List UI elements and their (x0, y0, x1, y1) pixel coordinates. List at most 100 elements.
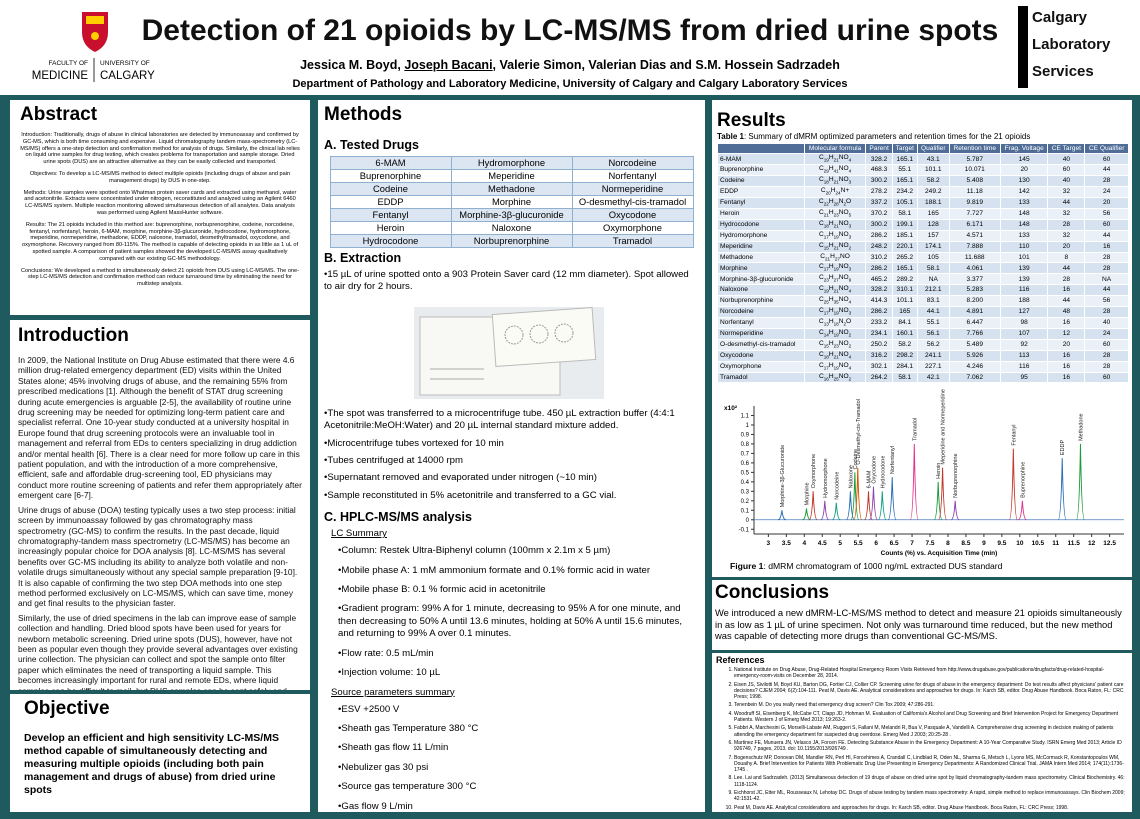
conclusions-panel: Conclusions We introduced a new dMRM-LC-… (712, 580, 1132, 650)
table-cell: 56 (1084, 295, 1129, 308)
peak (1018, 500, 1027, 521)
table-row: Methadone C21H27NO 310.2 265.2 105 11.688 101 8… (717, 251, 1129, 264)
table-cell: 48 (1047, 306, 1086, 318)
caption-label: Figure 1 (730, 561, 764, 571)
table-cell: C15H21NO2 (803, 240, 867, 253)
table-cell: C20H24N+ (803, 186, 867, 199)
table-row: Codeine Methadone Normeperidine (329, 182, 694, 196)
table-cell: 56 (1084, 207, 1129, 220)
table-cell: 8 (1047, 251, 1086, 264)
table-cell: 220.1 (891, 240, 918, 253)
peak-label: Norfentanyl (890, 446, 896, 474)
list-item: Source gas temperature 300 °C (324, 781, 699, 793)
column-header: Retention time (948, 142, 1001, 155)
table-cell: 58.1 (916, 262, 950, 275)
table-cell: 165 (891, 306, 918, 318)
table-cell: NA (1084, 273, 1129, 286)
department: Department of Pathology and Laboratory M… (292, 78, 848, 90)
peak (853, 467, 863, 521)
x-tick-label: 9.5 (997, 540, 1006, 547)
y-tick-label: 1 (746, 423, 750, 429)
section-title: Methods (324, 104, 403, 125)
caption-label: Table 1 (717, 132, 744, 141)
table-cell: C19H21NO4 (803, 153, 867, 166)
table-cell: 32 (1047, 186, 1086, 199)
abstract-panel: Abstract Introduction: Traditionally, dr… (10, 100, 310, 315)
spot (554, 323, 574, 343)
table-cell: C21H27NO (803, 251, 867, 264)
column-header: Qualifier (916, 142, 950, 155)
table-cell: 56.1 (916, 327, 950, 340)
section-title: References (716, 655, 765, 665)
cls-bar (1018, 6, 1028, 88)
table-cell: 414.3 (865, 295, 893, 308)
spot (529, 324, 549, 344)
y-tick-label: 0.2 (741, 499, 750, 505)
abstract-paragraph: Methods: Urine samples were spotted onto… (23, 189, 297, 216)
table-cell: Norcodeine (571, 156, 694, 170)
table-cell: 6.447 (948, 317, 1001, 329)
peak-label: Codeine (853, 449, 859, 470)
table-cell: 20 (1084, 197, 1129, 209)
table-cell: 5.489 (948, 338, 1001, 351)
table-cell: Methadone (717, 251, 805, 264)
list-item: Nebulizer gas 30 psi (324, 762, 699, 774)
table-cell: 32 (1047, 207, 1086, 220)
table-cell: Tramadol (571, 234, 694, 248)
list-item: Injection volume: 10 µL (324, 667, 699, 679)
peak-label: Morphine-3β-Glucuronide (780, 445, 786, 507)
table-row: Fentanyl Morphine-3β-glucuronide Oxycodone (329, 208, 694, 222)
table-row: Tramadol C16H25NO2 264.2 58.1 42.1 7.062 95 16 6… (717, 371, 1129, 384)
list-item: Microcentrifuge tubes vortexed for 10 mi… (324, 438, 699, 450)
table-cell: C18H21NO3 (803, 175, 867, 188)
table-cell: 148 (999, 218, 1049, 231)
table-cell: 24 (1084, 327, 1129, 340)
table-cell: 4.246 (948, 360, 1001, 373)
peak (808, 491, 818, 521)
table-cell: Methadone (450, 182, 573, 196)
table-row: Oxycodone C18H21NO4 316.2 298.2 241.1 5.926 11… (717, 349, 1129, 362)
table-cell: 370.2 (865, 207, 893, 220)
table-cell: 139 (999, 262, 1049, 275)
list-item: Gas flow 9 L/min (324, 801, 699, 812)
table-row: Buprenorphine C29H41NO4 468.3 55.1 101.1 10.0… (717, 164, 1129, 177)
list-item: Sample reconstituted in 5% acetonitrile … (324, 490, 699, 502)
table-cell: Fentanyl (329, 208, 452, 222)
methods-panel: Methods A. Tested Drugs 6-MAM Hydromorpho… (318, 100, 705, 812)
table-cell: 113 (999, 349, 1049, 362)
section-title: Abstract (20, 104, 98, 125)
y-tick-label: 0.7 (741, 451, 750, 457)
table-cell: 43.1 (916, 153, 950, 166)
peak-label: Oxycodone (871, 456, 877, 484)
table-cell: 300.2 (865, 218, 893, 231)
table-cell: 16 (1047, 349, 1086, 362)
table-cell: Morphine-3β-glucuronide (717, 273, 805, 286)
table-cell: C18H21NO3 (803, 218, 867, 231)
table-cell: 44 (1047, 262, 1086, 275)
table-cell: Morphine-3β-glucuronide (450, 208, 573, 222)
table-cell: 199.1 (891, 218, 918, 231)
peak (1057, 458, 1067, 521)
table-cell: 3.377 (948, 273, 1001, 286)
table-cell: Fentanyl (717, 197, 805, 209)
table-cell: 60 (1084, 338, 1129, 351)
table-cell: 145 (999, 153, 1049, 166)
subsection-title: C. HPLC-MS/MS analysis (324, 510, 472, 525)
table-cell: 4.061 (948, 262, 1001, 275)
table-cell: 5.408 (948, 175, 1001, 188)
y-tick-label: 0.8 (741, 442, 750, 448)
y-tick-label: -0.1 (739, 527, 750, 533)
peak-label: Buprenorphine (1020, 462, 1026, 498)
table-cell: 6-MAM (329, 156, 452, 170)
table-cell: C29H41NO4 (803, 164, 867, 177)
table-cell: Oxymorphone (571, 221, 694, 235)
table-cell: 7.766 (948, 327, 1001, 340)
table-cell: 310.2 (865, 251, 893, 264)
table-cell: 4.891 (948, 306, 1001, 318)
conclusions-text: We introduced a new dMRM-LC-MS/MS method… (715, 607, 1122, 642)
table-cell: 16 (1047, 371, 1086, 384)
results-panel: Results Table 1: Summary of dMRM optimiz… (712, 100, 1132, 577)
list-item: Flow rate: 0.5 mL/min (324, 648, 699, 660)
table-cell: 83.1 (916, 295, 950, 308)
author: Joseph Bacani (404, 58, 493, 72)
